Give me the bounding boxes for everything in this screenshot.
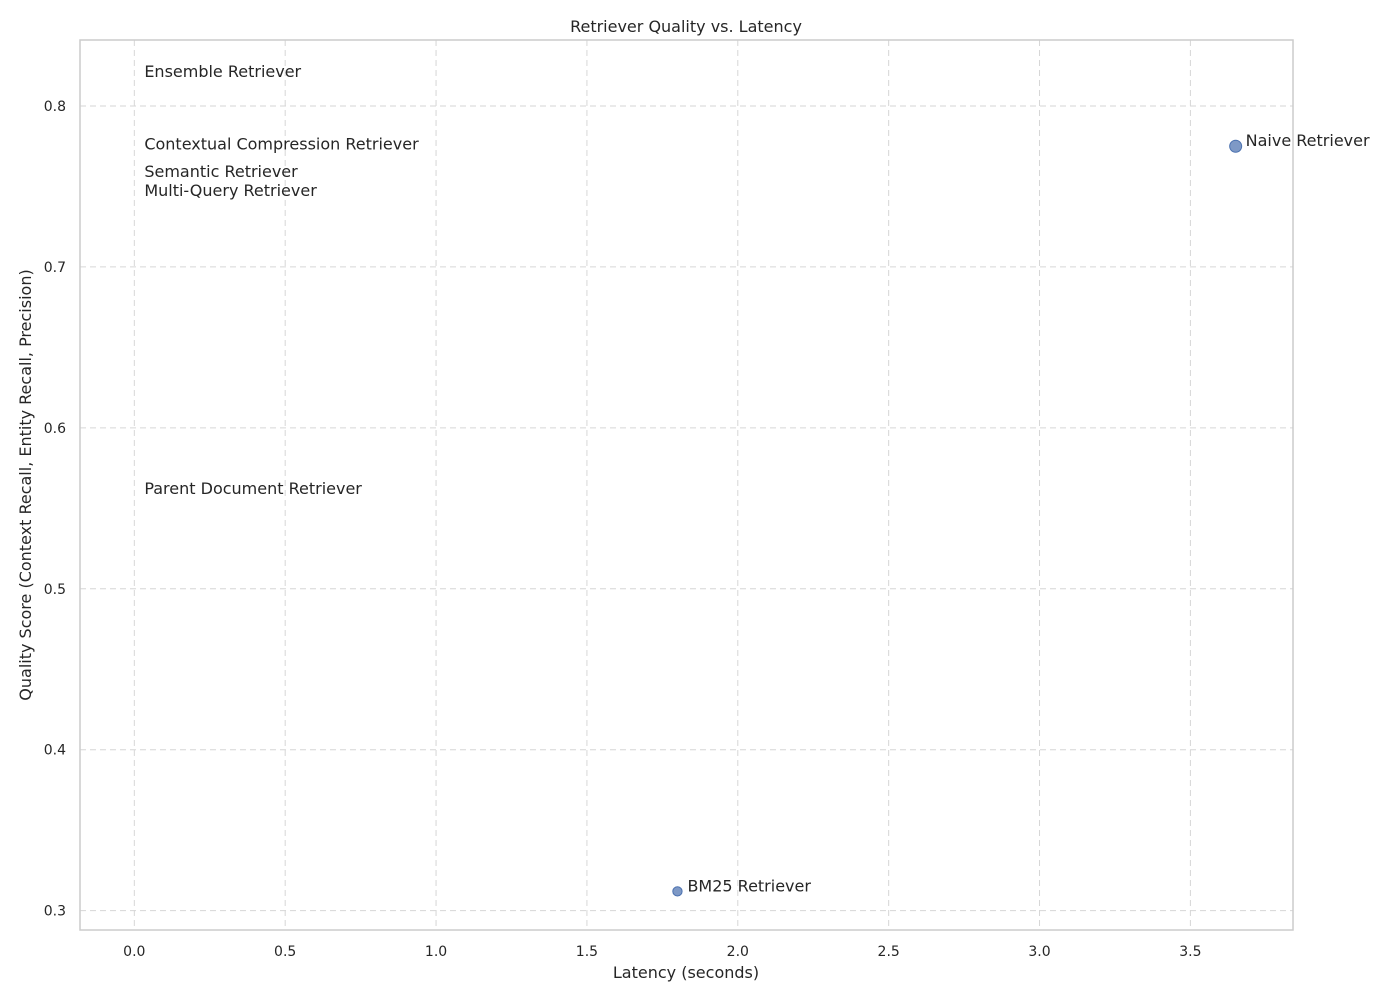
point-label: Multi-Query Retriever [144, 181, 317, 200]
data-points [672, 139, 1243, 897]
data-point [672, 886, 683, 897]
y-axis-label: Quality Score (Context Recall, Entity Re… [16, 269, 35, 700]
x-tick-label: 3.0 [1028, 944, 1050, 960]
x-tick-label: 3.5 [1179, 944, 1201, 960]
y-tick-label: 0.7 [44, 260, 66, 276]
x-tick-label: 2.0 [727, 944, 749, 960]
point-label: Contextual Compression Retriever [144, 134, 419, 153]
x-tick-label: 1.5 [576, 944, 598, 960]
x-tick-label: 1.0 [425, 944, 447, 960]
point-label: Naive Retriever [1246, 131, 1370, 150]
chart-title: Retriever Quality vs. Latency [570, 17, 802, 36]
y-axis-ticks: 0.3 0.4 0.5 0.6 0.7 0.8 [44, 99, 66, 920]
data-point [1229, 139, 1243, 153]
y-tick-label: 0.6 [44, 421, 66, 437]
x-tick-label: 0.5 [274, 944, 296, 960]
point-label: Ensemble Retriever [144, 62, 301, 81]
y-tick-label: 0.4 [44, 743, 66, 759]
grid-layer [80, 40, 1293, 930]
point-label: Semantic Retriever [144, 162, 298, 181]
x-axis-label: Latency (seconds) [613, 963, 759, 982]
y-tick-label: 0.8 [44, 99, 66, 115]
plot-frame [79, 39, 1294, 931]
y-tick-label: 0.3 [44, 904, 66, 920]
x-tick-label: 2.5 [878, 944, 900, 960]
point-label: BM25 Retriever [687, 876, 811, 895]
x-axis-ticks: 0.0 0.5 1.0 1.5 2.0 2.5 3.0 3.5 [123, 944, 1201, 960]
y-tick-label: 0.5 [44, 582, 66, 598]
point-labels: Naive Retriever BM25 Retriever Ensemble Re… [144, 62, 1370, 895]
x-tick-label: 0.0 [123, 944, 145, 960]
point-label: Parent Document Retriever [144, 479, 362, 498]
